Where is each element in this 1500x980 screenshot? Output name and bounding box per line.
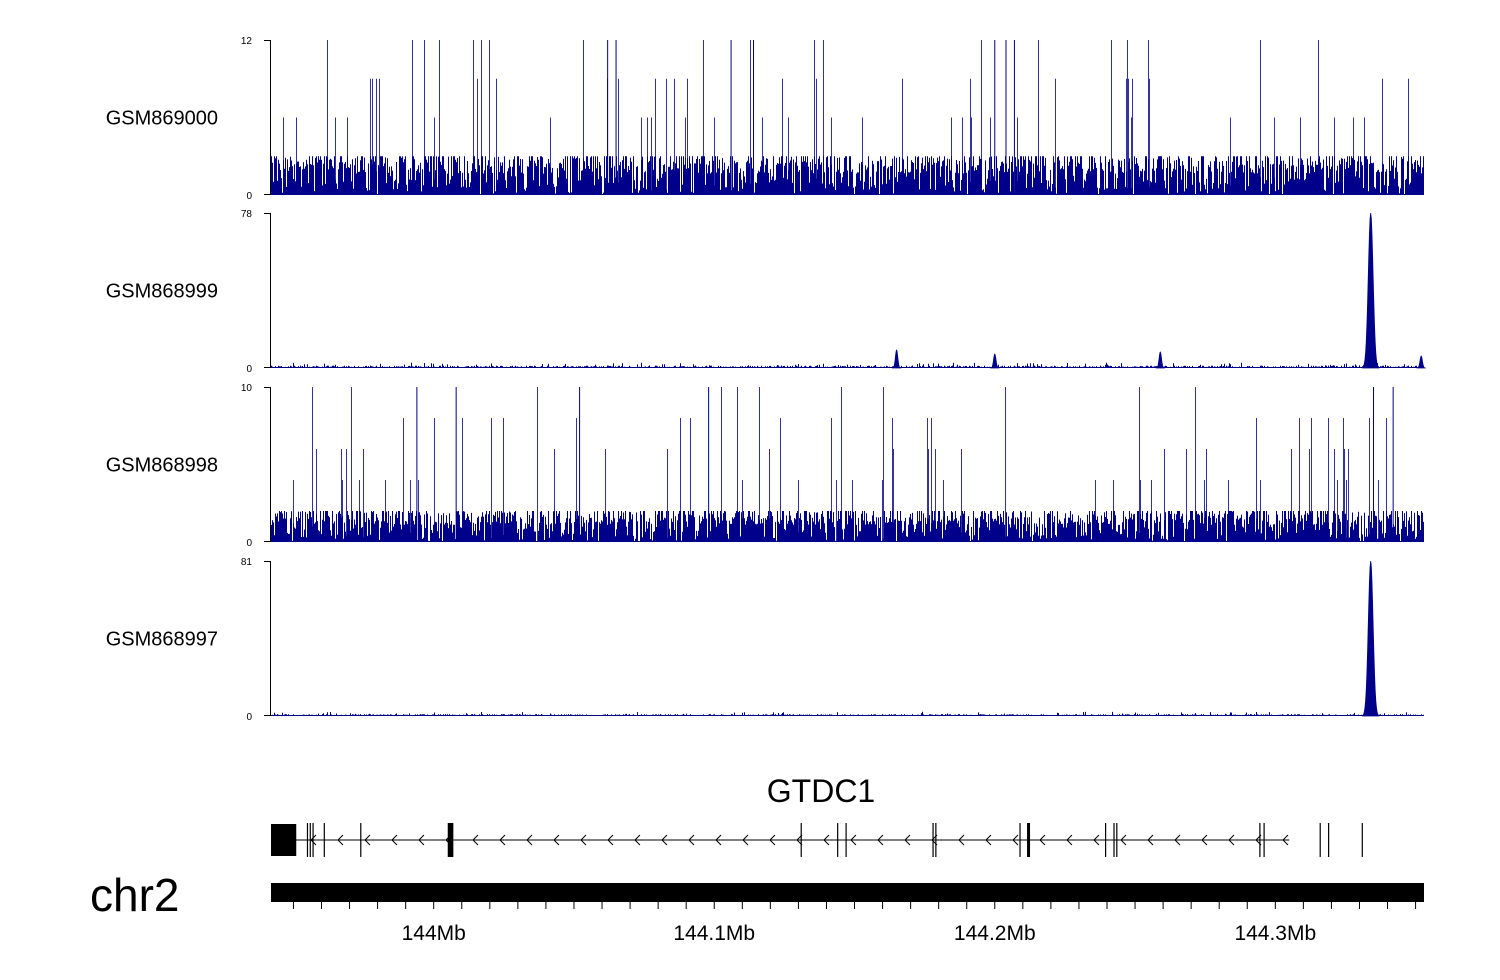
genome-tick-label: 144Mb	[402, 922, 466, 945]
signal-peak	[1361, 212, 1380, 369]
gene-exon	[1027, 823, 1031, 857]
signal-noise	[271, 362, 1424, 368]
signal-spikes	[293, 387, 1387, 542]
y-axis-tick-label: 81	[241, 557, 253, 568]
gene-track: GTDC1	[271, 773, 1363, 857]
gene-model	[271, 823, 1363, 857]
signal-peak	[1416, 355, 1426, 369]
y-axis-tick-label: 78	[241, 209, 253, 220]
signal-peak	[891, 349, 902, 369]
chromosome-label: chr2	[90, 869, 179, 921]
genome-axis-ticks: 144Mb 144.1Mb 144.2Mb 144.3Mb	[292, 902, 1417, 945]
track-gsm868998: GSM868998 10 0	[106, 383, 1424, 549]
chromosome-bar	[271, 883, 1424, 902]
signal-tracks: GSM869000120GSM868999780GSM868998100GSM8…	[106, 36, 1426, 723]
y-axis-tick-label: 0	[246, 191, 252, 202]
signal-band	[271, 156, 1424, 195]
genome-tick-label: 144.3Mb	[1234, 922, 1316, 945]
track-gsm868997: GSM868997 81 0	[106, 557, 1424, 723]
gene-label: GTDC1	[767, 773, 875, 809]
gene-exon	[447, 823, 454, 857]
genome-tick-label: 144.2Mb	[954, 922, 1036, 945]
signal-peak	[1361, 560, 1380, 717]
genome-tick-label: 144.1Mb	[673, 922, 755, 945]
track-label: GSM868997	[106, 629, 218, 651]
signal-spikes	[283, 40, 1409, 195]
track-gsm869000: GSM869000 12 0	[106, 36, 1424, 202]
gene-exon	[271, 824, 297, 856]
chromosome-axis: chr2 144Mb 144.1Mb 144.2Mb 144.3Mb	[90, 869, 1424, 945]
y-axis-tick-label: 12	[241, 36, 253, 47]
track-label: GSM868999	[106, 281, 218, 303]
signal-band	[271, 511, 1424, 542]
signal-peak	[990, 353, 1000, 369]
signal-noise	[271, 711, 1424, 716]
track-gsm868999: GSM868999 78 0	[106, 209, 1426, 375]
strand-arrow-icon	[310, 834, 1289, 846]
signal-peak	[1155, 351, 1165, 369]
y-axis-tick-label: 0	[246, 538, 252, 549]
y-axis-tick-label: 10	[241, 383, 253, 394]
y-axis-tick-label: 0	[246, 712, 252, 723]
y-axis-tick-label: 0	[246, 364, 252, 375]
track-label: GSM868998	[106, 455, 218, 477]
track-label: GSM869000	[106, 108, 218, 130]
